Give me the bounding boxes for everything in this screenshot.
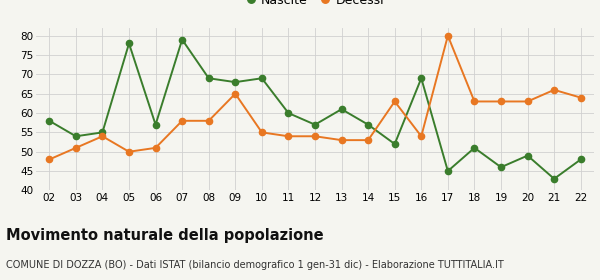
Nascite bbox=[179, 38, 186, 41]
Decessi bbox=[497, 100, 505, 103]
Nascite bbox=[125, 42, 133, 45]
Decessi bbox=[125, 150, 133, 153]
Decessi bbox=[338, 138, 345, 142]
Decessi bbox=[232, 92, 239, 95]
Nascite bbox=[232, 80, 239, 84]
Nascite bbox=[391, 142, 398, 146]
Decessi bbox=[365, 138, 372, 142]
Nascite bbox=[152, 123, 159, 126]
Nascite bbox=[311, 123, 319, 126]
Decessi bbox=[258, 131, 265, 134]
Decessi bbox=[179, 119, 186, 122]
Text: Movimento naturale della popolazione: Movimento naturale della popolazione bbox=[6, 228, 323, 243]
Decessi bbox=[418, 135, 425, 138]
Line: Nascite: Nascite bbox=[46, 36, 584, 182]
Nascite bbox=[72, 135, 79, 138]
Decessi bbox=[471, 100, 478, 103]
Nascite bbox=[46, 119, 53, 122]
Decessi bbox=[551, 88, 558, 92]
Line: Decessi: Decessi bbox=[46, 32, 584, 163]
Nascite bbox=[99, 131, 106, 134]
Nascite bbox=[258, 77, 265, 80]
Nascite bbox=[471, 146, 478, 150]
Nascite bbox=[444, 169, 451, 173]
Decessi bbox=[152, 146, 159, 150]
Legend: Nascite, Decessi: Nascite, Decessi bbox=[241, 0, 389, 12]
Decessi bbox=[46, 158, 53, 161]
Nascite bbox=[418, 77, 425, 80]
Nascite bbox=[524, 154, 531, 157]
Nascite bbox=[338, 108, 345, 111]
Decessi bbox=[444, 34, 451, 38]
Decessi bbox=[205, 119, 212, 122]
Decessi bbox=[285, 135, 292, 138]
Nascite bbox=[497, 165, 505, 169]
Text: COMUNE DI DOZZA (BO) - Dati ISTAT (bilancio demografico 1 gen-31 dic) - Elaboraz: COMUNE DI DOZZA (BO) - Dati ISTAT (bilan… bbox=[6, 260, 504, 270]
Nascite bbox=[577, 158, 584, 161]
Nascite bbox=[365, 123, 372, 126]
Decessi bbox=[311, 135, 319, 138]
Decessi bbox=[524, 100, 531, 103]
Nascite bbox=[551, 177, 558, 181]
Decessi bbox=[391, 100, 398, 103]
Decessi bbox=[99, 135, 106, 138]
Decessi bbox=[72, 146, 79, 150]
Nascite bbox=[205, 77, 212, 80]
Decessi bbox=[577, 96, 584, 99]
Nascite bbox=[285, 111, 292, 115]
